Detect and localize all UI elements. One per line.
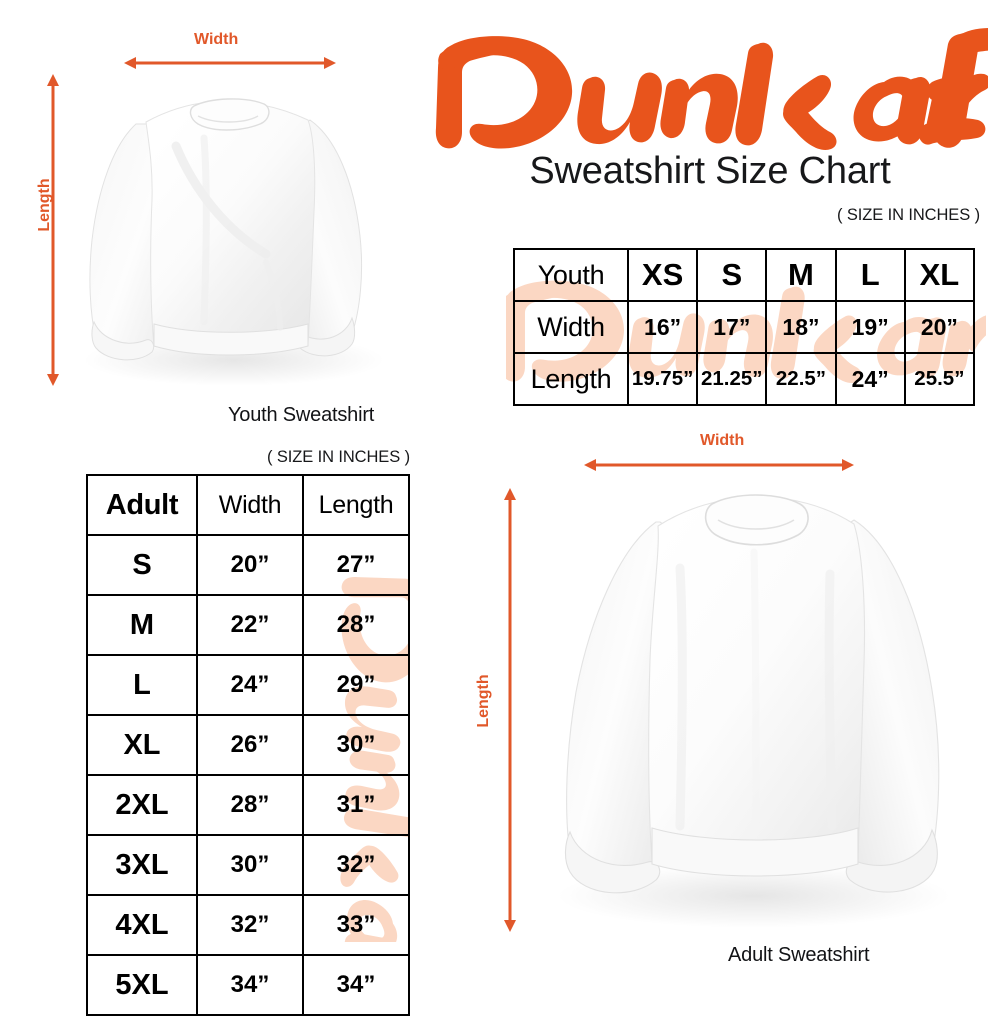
youth-width-xs: 16” [626,300,699,354]
youth-size-xs: XS [626,248,699,302]
youth-length-header: Length [513,352,629,406]
adult-length-arrow-icon [501,488,519,932]
adult-size-xl: XL [86,714,198,776]
dunkare-logo [432,26,988,156]
table-row: Length 19.75” 21.25” 22.5” 24” 25.5” [513,352,976,406]
table-row: Youth XS S M L XL [513,248,976,302]
youth-width-s: 17” [696,300,768,354]
youth-sweatshirt-caption: Youth Sweatshirt [228,404,375,426]
adult-size-table: Adult Width Length S 20” 27” M 22” 28” L… [86,474,410,1016]
table-row: 2XL 28” 31” [86,774,410,836]
youth-width-arrow-icon [124,54,336,72]
adult-width-m: 22” [196,594,304,656]
adult-length-m: 28” [302,594,410,656]
table-row: M 22” 28” [86,594,410,656]
youth-length-xl: 25.5” [903,352,976,406]
adult-col-header-width: Width [196,474,304,536]
adult-size-s: S [86,534,198,596]
table-row: Adult Width Length [86,474,410,536]
table-row: 5XL 34” 34” [86,954,410,1016]
adult-col-header-size: Adult [86,474,198,536]
youth-size-xl: XL [903,248,976,302]
adult-width-xl: 26” [196,714,304,776]
adult-length-2xl: 31” [302,774,410,836]
adult-size-unit-note: ( SIZE IN INCHES ) [266,448,410,466]
adult-size-5xl: 5XL [86,954,198,1016]
youth-width-dimension-label: Width [194,31,239,48]
youth-length-arrow-icon [44,74,62,386]
table-row: XL 26” 30” [86,714,410,776]
youth-size-m: M [765,248,837,302]
adult-length-3xl: 32” [302,834,410,896]
youth-size-table: Youth XS S M L XL Width 16” 17” 18” 19” … [513,248,976,406]
adult-width-4xl: 32” [196,894,304,956]
adult-size-3xl: 3XL [86,834,198,896]
adult-size-m: M [86,594,198,656]
adult-length-s: 27” [302,534,410,596]
youth-sweatshirt-image [84,98,384,386]
table-row: S 20” 27” [86,534,410,596]
youth-size-l: L [834,248,906,302]
adult-length-xl: 30” [302,714,410,776]
adult-width-dimension-label: Width [700,432,745,449]
youth-width-l: 19” [834,300,906,354]
youth-length-s: 21.25” [696,352,768,406]
page-title: Sweatshirt Size Chart [529,150,891,192]
adult-width-l: 24” [196,654,304,716]
adult-length-dimension-label: Length [475,674,492,728]
table-row: Width 16” 17” 18” 19” 20” [513,300,976,354]
adult-width-2xl: 28” [196,774,304,836]
adult-width-5xl: 34” [196,954,304,1016]
adult-width-3xl: 30” [196,834,304,896]
table-row: 3XL 30” 32” [86,834,410,896]
adult-length-4xl: 33” [302,894,410,956]
adult-width-arrow-icon [584,456,854,474]
adult-size-4xl: 4XL [86,894,198,956]
adult-size-2xl: 2XL [86,774,198,836]
youth-length-l: 24” [834,352,906,406]
youth-length-xs: 19.75” [626,352,699,406]
adult-sweatshirt-image [558,494,950,928]
adult-sweatshirt-caption: Adult Sweatshirt [728,944,870,966]
table-row: L 24” 29” [86,654,410,716]
adult-length-l: 29” [302,654,410,716]
adult-length-5xl: 34” [302,954,410,1016]
adult-size-l: L [86,654,198,716]
youth-width-header: Width [513,300,629,354]
youth-width-xl: 20” [903,300,976,354]
adult-col-header-length: Length [302,474,410,536]
youth-length-m: 22.5” [765,352,837,406]
table-row: 4XL 32” 33” [86,894,410,956]
youth-row-header: Youth [513,248,629,302]
adult-width-s: 20” [196,534,304,596]
youth-width-m: 18” [765,300,837,354]
youth-size-s: S [696,248,768,302]
youth-size-unit-note: ( SIZE IN INCHES ) [836,206,980,224]
